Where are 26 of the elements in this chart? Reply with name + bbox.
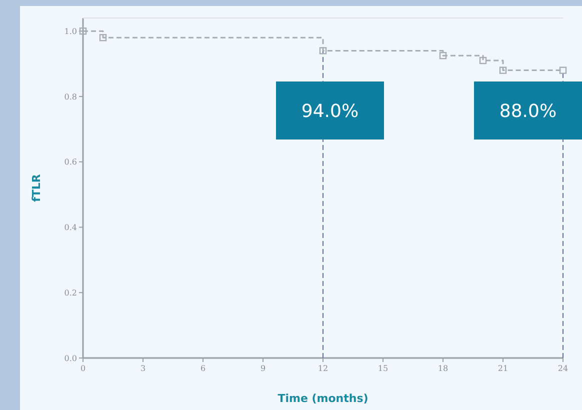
y-tick-label: 1.0 [64,26,77,36]
annotation: 88.0% [499,100,557,122]
y-tick-label: 0.0 [64,354,77,363]
x-tick-label: 9 [260,364,266,373]
point [479,56,487,64]
point [559,66,567,74]
x-tick-label: 12 [318,364,328,373]
x-axis-title: Time (months) [278,392,368,405]
point [439,52,447,60]
x-tick-label: 3 [140,364,146,373]
x-tick-label: 24 [558,364,568,373]
x-tick-label: 21 [498,364,508,373]
y-tick-label: 0.8 [64,92,77,102]
x-tick-label: 15 [378,364,388,373]
y-tick-label: 0.2 [64,288,77,298]
point [99,34,107,42]
x-tick-label: 0 [80,364,86,373]
point [499,66,507,74]
point [319,47,327,54]
y-axis-title: fTLR [30,174,43,202]
point [79,27,87,35]
y-tick-label: 0.6 [64,158,77,167]
x-tick-label: 18 [438,364,448,373]
y-tick-label: 0.4 [64,223,77,232]
x-tick-label: 6 [200,364,206,373]
annotation: 94.0% [301,100,359,122]
